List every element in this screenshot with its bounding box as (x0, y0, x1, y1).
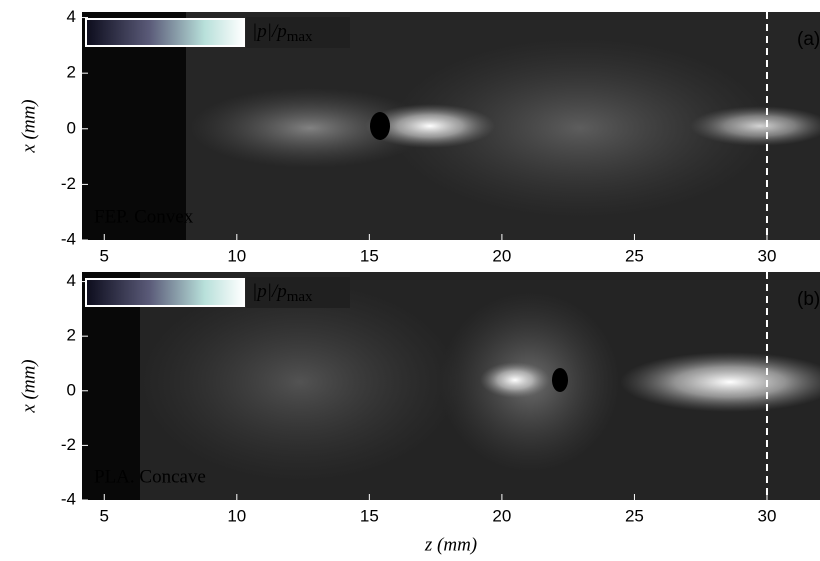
x-tick-label: 5 (100, 506, 109, 525)
figure: -4-202451015202530|p|/pmax(a)FEP. Convex… (0, 0, 820, 561)
y-tick-label: 4 (67, 7, 76, 26)
y-axis-label: x (mm) (18, 359, 39, 413)
y-tick-label: -4 (61, 489, 76, 508)
y-tick-label: -2 (61, 435, 76, 454)
y-tick-label: 0 (67, 380, 76, 399)
x-tick-label: 10 (227, 246, 246, 265)
colorbar-label-main: |p|/p (252, 21, 287, 42)
x-tick-label: 25 (625, 246, 644, 265)
colorbar (86, 19, 244, 46)
x-tick-label: 20 (492, 246, 511, 265)
x-tick-label: 20 (492, 506, 511, 525)
x-tick-label: 25 (625, 506, 644, 525)
y-tick-label: 2 (67, 326, 76, 345)
y-tick-label: 4 (67, 271, 76, 290)
x-tick-label: 30 (758, 506, 777, 525)
colorbar-label-sub: max (287, 289, 313, 305)
x-tick-label: 15 (360, 506, 379, 525)
colorbar-label-sub: max (287, 29, 313, 45)
x-tick-label: 30 (758, 246, 777, 265)
y-tick-label: 2 (67, 63, 76, 82)
panel-annotation: (b) (797, 289, 820, 310)
x-axis-label: z (mm) (424, 534, 477, 555)
y-tick-label: -2 (61, 174, 76, 193)
colorbar (86, 279, 244, 306)
colorbar-label-main: |p|/p (252, 281, 287, 302)
x-tick-label: 5 (100, 246, 109, 265)
panel-annotation: (a) (797, 29, 820, 50)
panel-label: FEP. Convex (94, 206, 194, 227)
y-axis-label: x (mm) (18, 99, 39, 153)
x-tick-label: 10 (227, 506, 246, 525)
y-tick-label: 0 (67, 118, 76, 137)
panel-label: PLA. Concave (94, 466, 206, 487)
y-tick-label: -4 (61, 229, 76, 248)
x-tick-label: 15 (360, 246, 379, 265)
